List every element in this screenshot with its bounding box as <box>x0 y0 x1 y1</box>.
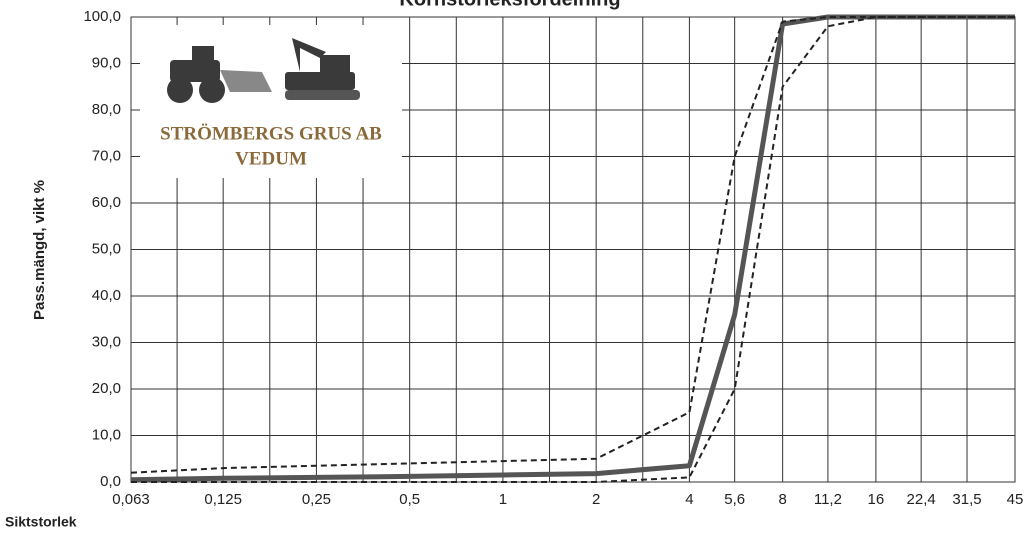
y-tick-label: 20,0 <box>92 380 121 397</box>
x-tick-label: 22,4 <box>907 491 936 508</box>
y-tick-label: 80,0 <box>92 101 121 118</box>
x-tick-label: 31,5 <box>952 491 981 508</box>
y-tick-label: 100,0 <box>83 8 121 25</box>
series-line <box>131 16 1015 483</box>
logo-machines <box>167 38 360 103</box>
x-tick-label: 1 <box>499 491 507 508</box>
x-tick-label: 8 <box>778 491 786 508</box>
x-tick-label: 5,6 <box>724 491 745 508</box>
grid <box>130 16 1016 483</box>
y-tick-label: 90,0 <box>92 54 121 71</box>
y-tick-label: 50,0 <box>92 240 121 257</box>
x-tick-label: 0,125 <box>204 491 242 508</box>
y-tick-label: 30,0 <box>92 333 121 350</box>
x-tick-label: 11,2 <box>814 491 842 508</box>
y-tick-label: 60,0 <box>92 194 121 211</box>
logo-text: VEDUM <box>235 148 307 169</box>
x-tick-label: 0,5 <box>399 491 420 508</box>
y-tick-label: 0,0 <box>100 473 121 490</box>
logo-text: STRÖMBERGS GRUS AB <box>160 123 382 144</box>
x-tick-label: 0,25 <box>302 491 331 508</box>
series-line <box>130 16 1015 474</box>
x-tick-label: 2 <box>592 491 600 508</box>
x-tick-label: 45 <box>1007 491 1024 508</box>
y-tick-label: 10,0 <box>92 426 121 443</box>
y-tick-label: 70,0 <box>92 147 121 164</box>
chart-title: Kornstorleksfördelning <box>399 0 620 10</box>
x-tick-label: 16 <box>868 491 885 508</box>
y-axis-label: Pass.mängd, vikt % <box>31 180 48 320</box>
x-tick-label: 4 <box>685 491 693 508</box>
y-tick-label: 40,0 <box>92 287 121 304</box>
logo: STRÖMBERGS GRUS AB VEDUM <box>140 25 402 178</box>
x-axis-label: Siktstorlek <box>5 514 77 530</box>
x-tick-label: 0,063 <box>112 491 150 508</box>
